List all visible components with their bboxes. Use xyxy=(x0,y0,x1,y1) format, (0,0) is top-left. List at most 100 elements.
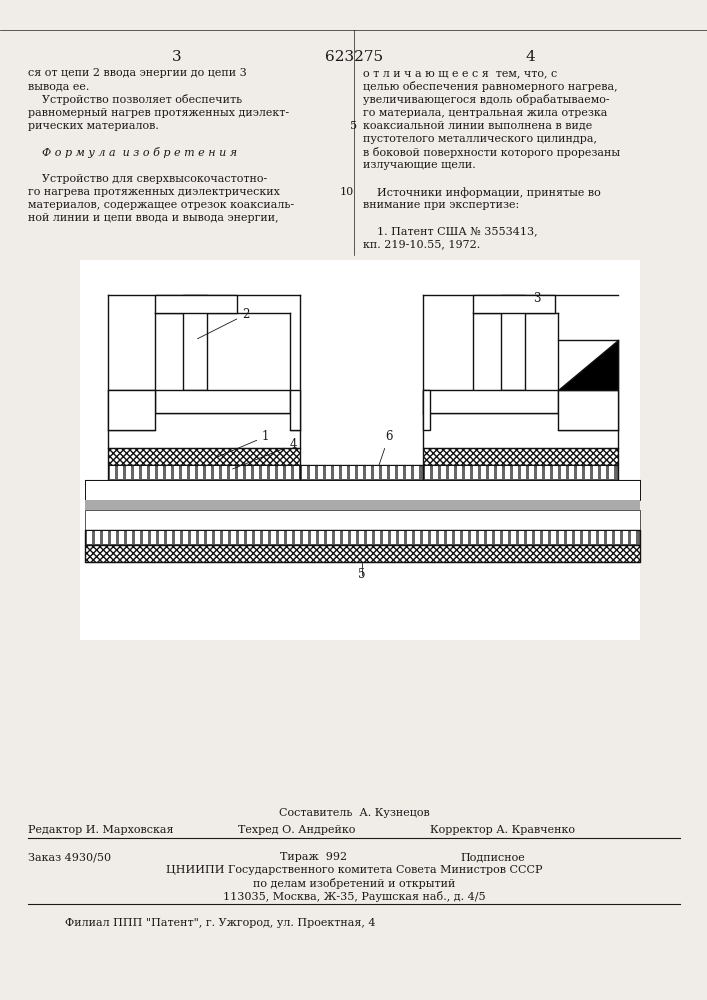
Bar xyxy=(85,530,640,545)
Bar xyxy=(134,466,139,479)
Bar xyxy=(551,531,556,544)
Bar xyxy=(110,466,115,479)
Bar xyxy=(350,466,355,479)
Bar xyxy=(423,448,618,465)
Bar xyxy=(407,531,412,544)
Bar xyxy=(535,531,540,544)
Bar xyxy=(423,531,428,544)
Bar xyxy=(155,390,290,413)
Text: Источники информации, принятые во: Источники информации, принятые во xyxy=(363,187,601,198)
Bar xyxy=(108,465,300,480)
Bar xyxy=(591,531,596,544)
Bar xyxy=(567,531,572,544)
Bar xyxy=(537,466,542,479)
Bar xyxy=(223,531,228,544)
Text: Редактор И. Марховская: Редактор И. Марховская xyxy=(28,825,173,835)
Bar xyxy=(95,531,100,544)
Bar xyxy=(318,466,323,479)
Bar xyxy=(374,466,379,479)
Bar xyxy=(319,531,324,544)
Bar xyxy=(471,531,476,544)
Text: ся от цепи 2 ввода энергии до цепи 3: ся от цепи 2 ввода энергии до цепи 3 xyxy=(28,68,247,78)
Bar xyxy=(359,531,364,544)
Bar xyxy=(513,466,518,479)
Bar xyxy=(183,295,207,390)
Text: 623275: 623275 xyxy=(325,50,383,64)
Text: материалов, содержащее отрезок коаксиаль-: материалов, содержащее отрезок коаксиаль… xyxy=(28,200,294,210)
Bar xyxy=(85,500,640,510)
Bar xyxy=(503,531,508,544)
Text: 1: 1 xyxy=(218,430,269,457)
Bar xyxy=(615,531,620,544)
Bar xyxy=(108,390,155,430)
Text: 3: 3 xyxy=(533,292,540,305)
Bar xyxy=(222,466,227,479)
Bar xyxy=(415,531,420,544)
Bar xyxy=(85,510,640,530)
Text: го материала, центральная жила отрезка: го материала, центральная жила отрезка xyxy=(363,108,607,118)
Text: 5: 5 xyxy=(350,121,357,131)
Bar xyxy=(271,531,276,544)
Bar xyxy=(143,531,148,544)
Bar xyxy=(190,466,195,479)
Text: рических материалов.: рических материалов. xyxy=(28,121,159,131)
Text: Подписное: Подписное xyxy=(460,852,525,862)
Bar xyxy=(327,531,332,544)
Bar xyxy=(489,466,494,479)
Bar xyxy=(519,531,524,544)
Bar xyxy=(335,531,340,544)
Bar xyxy=(447,531,452,544)
Text: Ф о р м у л а  и з о б р е т е н и я: Ф о р м у л а и з о б р е т е н и я xyxy=(28,147,237,158)
Text: целью обеспечения равномерного нагрева,: целью обеспечения равномерного нагрева, xyxy=(363,81,618,92)
Bar xyxy=(473,466,478,479)
Text: 6: 6 xyxy=(379,430,392,465)
Text: коаксиальной линии выполнена в виде: коаксиальной линии выполнена в виде xyxy=(363,121,592,131)
Bar xyxy=(505,466,510,479)
Bar xyxy=(263,531,268,544)
Bar xyxy=(247,531,252,544)
Text: ной линии и цепи ввода и вывода энергии,: ной линии и цепи ввода и вывода энергии, xyxy=(28,213,279,223)
Text: Устройство позволяет обеспечить: Устройство позволяет обеспечить xyxy=(28,94,242,105)
Bar xyxy=(295,531,300,544)
Bar xyxy=(577,466,582,479)
Bar xyxy=(441,466,446,479)
Text: внимание при экспертизе:: внимание при экспертизе: xyxy=(363,200,519,210)
Bar xyxy=(119,531,124,544)
Text: увеличивающегося вдоль обрабатываемо-: увеличивающегося вдоль обрабатываемо- xyxy=(363,94,609,105)
Bar xyxy=(423,465,618,480)
Text: о т л и ч а ю щ е е с я  тем, что, с: о т л и ч а ю щ е е с я тем, что, с xyxy=(363,68,557,78)
Bar xyxy=(569,466,574,479)
Bar xyxy=(239,531,244,544)
Bar xyxy=(103,531,108,544)
Bar xyxy=(159,531,164,544)
Bar xyxy=(487,531,492,544)
Bar xyxy=(199,531,204,544)
Bar xyxy=(367,531,372,544)
Bar xyxy=(343,531,348,544)
Text: Тираж  992: Тираж 992 xyxy=(280,852,347,862)
Bar xyxy=(366,466,371,479)
Bar xyxy=(175,531,180,544)
Bar xyxy=(583,531,588,544)
Bar xyxy=(287,531,292,544)
Bar xyxy=(390,466,395,479)
Bar xyxy=(158,466,163,479)
Bar xyxy=(151,531,156,544)
Text: Составитель  А. Кузнецов: Составитель А. Кузнецов xyxy=(279,808,429,818)
Bar xyxy=(342,466,347,479)
Bar xyxy=(527,531,532,544)
Bar xyxy=(558,390,618,430)
Bar xyxy=(473,295,555,313)
Bar xyxy=(174,466,179,479)
Bar xyxy=(497,466,502,479)
Bar xyxy=(398,466,403,479)
Bar xyxy=(326,466,331,479)
Bar xyxy=(166,466,171,479)
Bar xyxy=(230,466,235,479)
Bar xyxy=(431,531,436,544)
Bar xyxy=(270,466,275,479)
Bar xyxy=(623,531,628,544)
Bar xyxy=(142,466,147,479)
Bar xyxy=(303,531,308,544)
Text: Корректор А. Кравченко: Корректор А. Кравченко xyxy=(430,825,575,835)
